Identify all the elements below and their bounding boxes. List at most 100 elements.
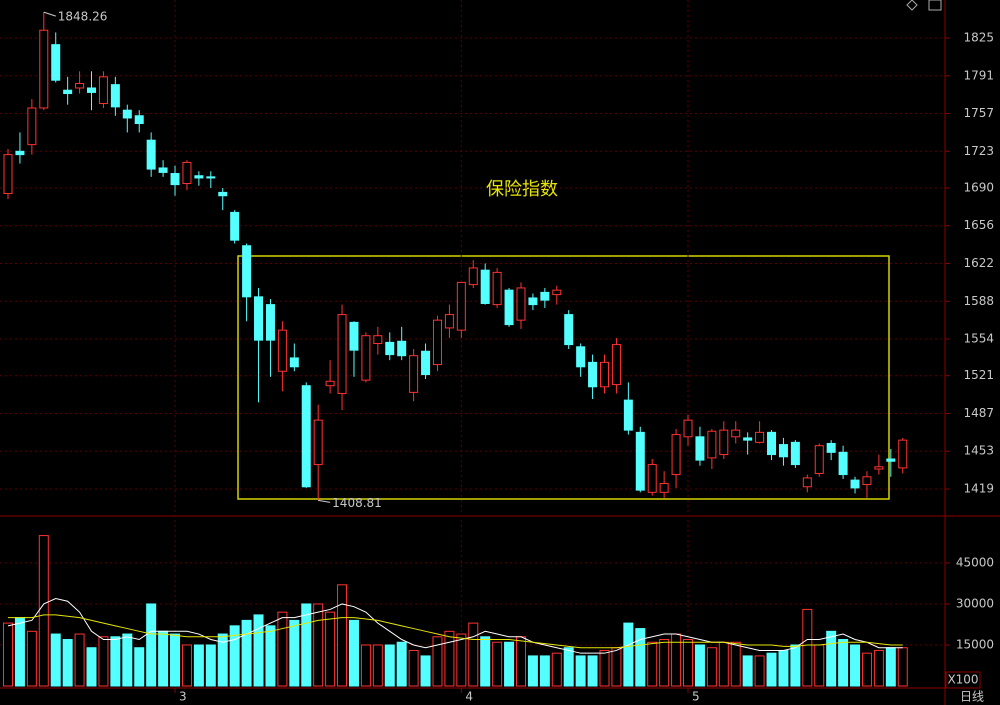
candle-body <box>87 87 97 93</box>
candle-body <box>564 314 574 346</box>
candle-body <box>265 304 275 341</box>
candle-body <box>313 419 323 466</box>
volume-bar <box>14 617 25 687</box>
y-tick-label: 45000 <box>956 555 994 569</box>
volume-bar <box>778 649 789 687</box>
y-tick-label: 1554 <box>963 332 994 346</box>
candle-body <box>898 439 908 469</box>
y-tick-label: 1588 <box>963 294 994 308</box>
volume-bar <box>456 633 467 687</box>
x-tick-label: 3 <box>179 690 187 704</box>
volume-bar <box>313 603 324 687</box>
volume-bar <box>181 644 192 687</box>
y-tick-label: 1825 <box>963 30 994 44</box>
candle-body <box>576 346 586 368</box>
candle-body <box>444 314 454 329</box>
volume-bar <box>158 630 169 687</box>
candle-body <box>862 476 872 486</box>
volume-bar <box>122 633 133 687</box>
candle-body <box>671 434 681 476</box>
volume-bar <box>826 630 837 687</box>
volume-bar <box>790 644 801 687</box>
candle-body <box>242 245 252 298</box>
candle-body <box>600 361 609 388</box>
volume-bar <box>694 644 705 687</box>
candle-body <box>528 297 538 306</box>
volume-bar <box>515 636 526 687</box>
candle-body <box>182 161 192 185</box>
candle-body <box>874 466 884 470</box>
volume-bar <box>730 641 741 687</box>
candle-body <box>659 482 669 493</box>
candle-body <box>516 287 526 321</box>
volume-bar <box>337 584 348 687</box>
candle-body <box>39 29 49 109</box>
range-box <box>237 255 890 500</box>
candle-body <box>886 458 896 462</box>
volume-bar <box>575 655 586 687</box>
candle-body <box>3 154 13 195</box>
volume-bar <box>348 619 359 687</box>
candle-body <box>623 399 633 431</box>
volume-bar <box>217 633 228 687</box>
volume-bar <box>599 649 610 687</box>
volume-bar <box>408 649 419 687</box>
candle-body <box>277 329 287 372</box>
candle-body <box>456 281 466 331</box>
y-tick-label: 30000 <box>956 596 994 610</box>
candle-body <box>218 191 228 197</box>
icon[interactable] <box>906 0 918 11</box>
icon[interactable] <box>928 0 942 11</box>
candle-body <box>432 319 442 366</box>
candle-body <box>826 442 836 453</box>
y-tick-label: 1419 <box>963 482 994 496</box>
volume-bar <box>623 622 634 687</box>
volume-bar <box>265 625 276 687</box>
candle-body <box>385 341 395 356</box>
volume-bar <box>134 647 145 687</box>
volume-bar <box>74 633 85 687</box>
volume-bar <box>289 619 300 687</box>
annotation-arrow <box>43 11 56 17</box>
volume-bar <box>850 644 861 687</box>
volume-bar <box>897 647 908 687</box>
candle-body <box>122 109 132 119</box>
volume-bar <box>706 647 717 687</box>
volume-bar <box>253 614 264 687</box>
candle-body <box>635 431 645 491</box>
volume-bar <box>170 633 181 687</box>
candle-body <box>504 289 514 326</box>
volume-bar <box>444 630 455 687</box>
candle-body <box>492 271 502 306</box>
candle-body <box>134 115 144 125</box>
volume-bar <box>683 639 694 687</box>
candle-body <box>194 175 204 179</box>
candle-body <box>254 296 264 341</box>
high-label: 1848.26 <box>58 10 108 24</box>
x-tick-label: 5 <box>692 690 700 704</box>
candle-body <box>421 350 431 376</box>
candle-body <box>802 477 812 488</box>
candle-body <box>588 361 598 388</box>
y-tick-label: 1487 <box>963 406 994 420</box>
candle-body <box>110 84 120 108</box>
volume-bar <box>62 639 73 687</box>
y-tick-label: 1757 <box>963 106 994 120</box>
candle-body <box>325 380 335 387</box>
candle-body <box>778 444 788 458</box>
candle-body <box>289 357 299 368</box>
volume-bar <box>193 644 204 687</box>
candle-body <box>731 429 741 438</box>
volume-bar <box>885 647 896 687</box>
candle-body <box>158 167 168 173</box>
volume-bar <box>468 622 479 687</box>
volume-unit: X100 <box>947 673 978 687</box>
volume-bar <box>814 644 825 687</box>
candle-body <box>27 107 37 146</box>
volume-bar <box>3 622 13 687</box>
volume-bar <box>861 652 872 687</box>
volume-bar <box>754 655 765 687</box>
candle-body <box>361 335 371 381</box>
